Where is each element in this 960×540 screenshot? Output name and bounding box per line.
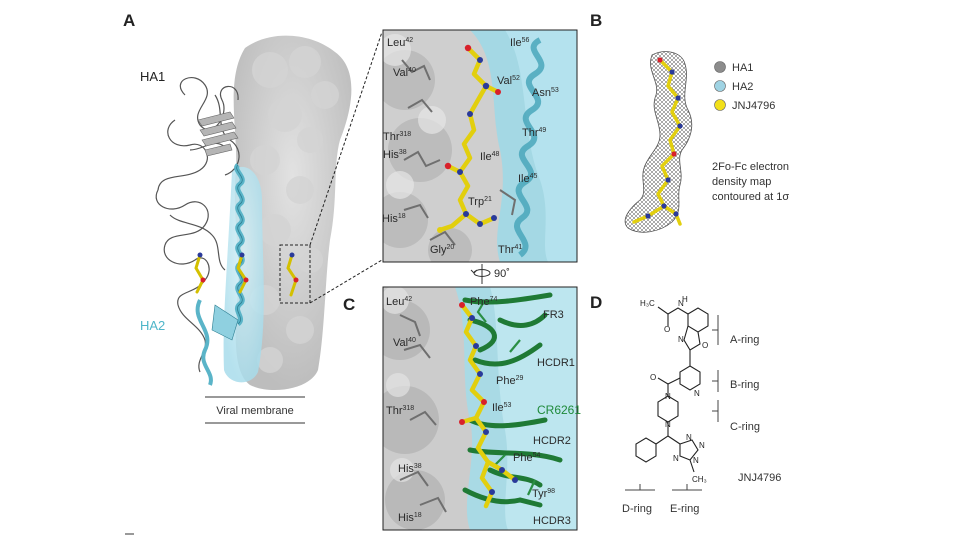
res-c-3: His38	[398, 463, 422, 475]
ring-d-label: D-ring	[622, 503, 652, 515]
res-c-8: Phe54	[513, 452, 540, 464]
panel-a-letter: A	[123, 11, 135, 30]
ligand-atoms-a	[197, 252, 299, 283]
res-c-2: Thr318	[386, 405, 414, 417]
res-a-0: Leu42	[387, 37, 413, 49]
ligand-sticks-a	[194, 253, 298, 297]
res-c-6: Phe29	[496, 375, 523, 387]
atom-n-pip-1: N	[665, 392, 671, 401]
panel-b: B HA1 HA2 JNJ4796 2Fo-Fc electron densit…	[590, 11, 789, 233]
ha2-label: HA2	[140, 318, 165, 333]
panel-c-residues: Leu42 Val40 Thr318 His38 His18 Phe74 Phe…	[386, 296, 555, 524]
ring-c-label: C-ring	[730, 421, 760, 433]
res-a-9: Ile45	[518, 173, 538, 185]
atom-n-tz-1: N	[686, 433, 692, 442]
res-a-2: Thr318	[383, 131, 411, 143]
res-c-9: Tyr98	[532, 488, 555, 500]
panel-b-letter: B	[590, 11, 602, 30]
atom-n-amide: N	[678, 299, 684, 308]
atom-n-pip-2: N	[665, 420, 671, 429]
zoom-box	[279, 244, 311, 304]
atom-n-tz-2: N	[699, 441, 705, 450]
ring-b-label: B-ring	[730, 379, 759, 391]
rotation-label: 90˚	[494, 268, 510, 280]
zoom-line-top	[309, 31, 383, 246]
panel-c-regions: FR3 HCDR1 HCDR2 HCDR3	[533, 309, 575, 527]
ligand-atoms-c	[459, 302, 518, 495]
res-a-4: His18	[382, 213, 406, 225]
ring-labels: A-ring B-ring C-ring D-ring E-ring	[622, 334, 760, 515]
inset-a-frame	[382, 29, 578, 263]
inset-a-residues: Leu42 Val40 Thr318 His38 His18 Gly20 Thr…	[382, 37, 559, 256]
caption-line-2: density map	[712, 176, 771, 188]
panel-b-legend: HA1 HA2 JNJ4796	[714, 61, 775, 112]
legend-jnj-label: JNJ4796	[732, 100, 775, 112]
panel-a: A	[123, 11, 383, 535]
res-a-10: Thr49	[522, 127, 546, 139]
res-a-6: Thr41	[498, 244, 522, 256]
ring-e-label: E-ring	[670, 503, 699, 515]
region-fr3: FR3	[543, 309, 564, 321]
region-hcdr2: HCDR2	[533, 435, 571, 447]
legend-ha1-label: HA1	[732, 62, 753, 74]
panel-a-inset: Leu42 Val40 Thr318 His38 His18 Gly20 Thr…	[382, 29, 578, 284]
res-a-5: Gly20	[430, 244, 454, 256]
cr6261-ribbons	[462, 292, 563, 508]
region-hcdr1: HCDR1	[537, 357, 575, 369]
panel-d: D H₃C O N	[590, 293, 781, 515]
panel-c-letter: C	[343, 295, 355, 314]
legend-ha1-swatch	[714, 61, 726, 73]
ha1-label: HA1	[140, 69, 165, 84]
ha2-helix	[195, 163, 245, 386]
zoom-line-bottom	[309, 259, 383, 304]
atom-h3c: H₃C	[640, 299, 655, 308]
atom-o-acetyl: O	[664, 325, 670, 334]
res-a-1: Val40	[393, 67, 416, 79]
inset-c-frame	[382, 286, 578, 531]
atom-n-oxazole: N	[678, 335, 684, 344]
res-a-7: Trp21	[468, 196, 492, 208]
rotation-marker: 90˚	[470, 264, 510, 284]
ring-brackets	[625, 315, 719, 491]
atom-o-carbonyl: O	[650, 373, 656, 382]
region-hcdr3: HCDR3	[533, 515, 571, 527]
panel-c: C	[343, 286, 581, 531]
caption-line-3: contoured at 1σ	[712, 191, 789, 203]
panel-b-caption: 2Fo-Fc electron density map contoured at…	[712, 161, 789, 203]
caption-line-1: 2Fo-Fc electron	[712, 161, 789, 173]
res-a-13: Ile56	[510, 37, 530, 49]
res-c-4: His18	[398, 512, 422, 524]
atom-o-oxazole: O	[702, 341, 708, 350]
ring-a-label: A-ring	[730, 334, 759, 346]
legend-ha2-label: HA2	[732, 81, 753, 93]
panel-d-letter: D	[590, 293, 602, 312]
res-c-1: Val40	[393, 337, 416, 349]
atom-ch3: CH₃	[692, 475, 707, 484]
atom-n-tz-4: N	[673, 454, 679, 463]
res-c-0: Leu42	[386, 296, 412, 308]
atom-n-pyridine: N	[694, 389, 700, 398]
atom-n-tz-3: N	[693, 456, 699, 465]
chemical-structure	[635, 306, 709, 473]
ha1-sheets	[197, 111, 239, 157]
res-c-7: Ile53	[492, 402, 512, 414]
compound-label: JNJ4796	[738, 472, 781, 484]
res-a-12: Val52	[497, 75, 520, 87]
res-a-8: Ile48	[480, 151, 500, 163]
res-a-3: His38	[383, 149, 407, 161]
density-map	[624, 51, 693, 233]
atom-h-amide: H	[682, 295, 688, 304]
chemical-atoms: H₃C O N H O N N O N N N N N N CH₃	[640, 295, 708, 484]
legend-ha2-swatch	[714, 80, 726, 92]
res-a-11: Asn53	[532, 87, 559, 99]
membrane-label: Viral membrane	[216, 405, 293, 417]
cr6261-label: CR6261	[537, 403, 581, 417]
legend-jnj-swatch	[714, 99, 726, 111]
ligand-atoms-inset	[437, 44, 501, 233]
res-c-5: Phe74	[470, 296, 497, 308]
